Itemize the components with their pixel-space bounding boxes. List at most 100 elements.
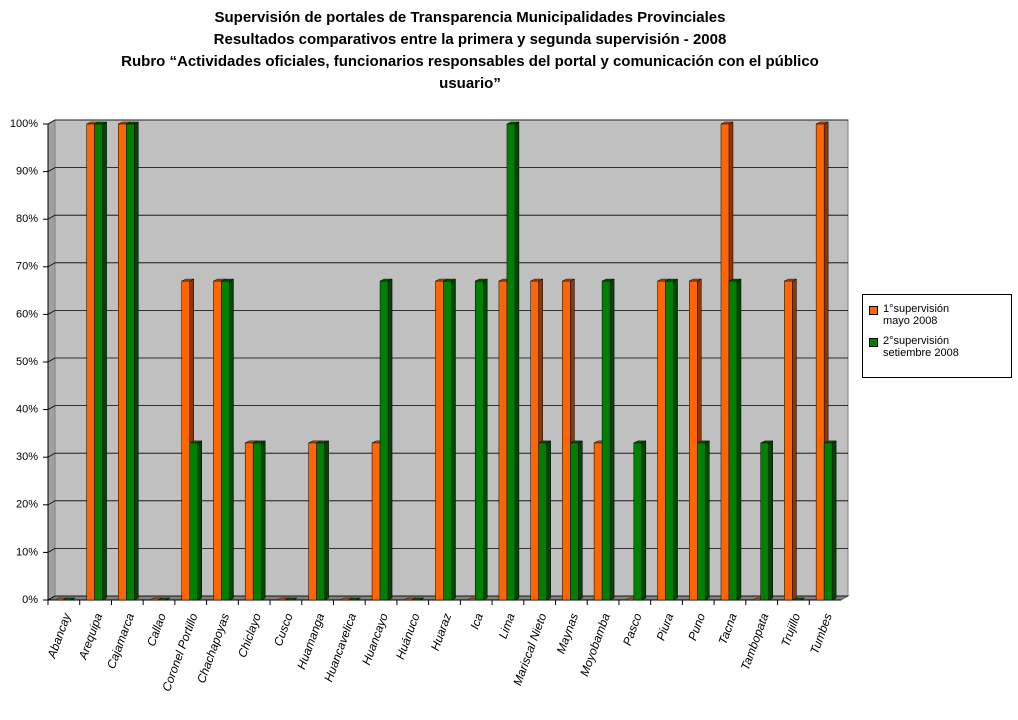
legend-swatch bbox=[869, 338, 878, 347]
bar bbox=[316, 442, 325, 601]
y-tick-label: 50% bbox=[16, 356, 38, 368]
bar bbox=[371, 442, 381, 601]
x-tick-label: Mariscal Nieto bbox=[510, 611, 549, 688]
bar bbox=[815, 123, 825, 601]
bar bbox=[221, 280, 230, 601]
x-tick-label: Huaraz bbox=[428, 611, 454, 652]
x-tick-label: Tumbes bbox=[807, 611, 835, 656]
bar bbox=[252, 442, 262, 601]
bar-top bbox=[284, 597, 298, 601]
bar bbox=[530, 280, 539, 601]
bar bbox=[435, 280, 444, 601]
x-tick-label: Chiclayo bbox=[235, 611, 264, 659]
chart-title: Supervisión de portales de Transparencia… bbox=[214, 9, 725, 26]
bar bbox=[697, 442, 706, 601]
bar bbox=[570, 442, 579, 601]
grid-line bbox=[47, 548, 848, 553]
bar-side bbox=[578, 440, 583, 601]
y-tick-label: 60% bbox=[16, 308, 38, 320]
bar-side bbox=[768, 440, 773, 601]
bar bbox=[562, 280, 571, 601]
chart-title: Resultados comparativos entre la primera… bbox=[214, 31, 727, 48]
legend-item: 1°supervisión mayo 2008 bbox=[869, 303, 1011, 327]
bar-side bbox=[792, 278, 797, 601]
y-tick-label: 70% bbox=[16, 261, 38, 273]
bar-side bbox=[197, 440, 202, 601]
bar bbox=[538, 442, 547, 601]
bar-top bbox=[348, 597, 361, 601]
x-tick-label: Abancay bbox=[44, 610, 74, 661]
x-tick-label: Cajamarca bbox=[104, 611, 137, 671]
bar bbox=[94, 123, 103, 601]
bar-side bbox=[482, 278, 488, 601]
bar-side bbox=[229, 278, 234, 601]
y-tick-label: 20% bbox=[16, 499, 38, 511]
chart-title: usuario” bbox=[439, 75, 501, 92]
x-tick-label: Puno bbox=[685, 611, 708, 642]
bar bbox=[720, 123, 730, 601]
bar-side bbox=[451, 278, 456, 601]
y-tick-label: 40% bbox=[16, 404, 38, 416]
bar bbox=[474, 280, 484, 601]
grid-line bbox=[47, 452, 848, 458]
bar-side bbox=[831, 440, 837, 601]
x-tick-label: Huancavelica bbox=[321, 611, 359, 684]
bar-side bbox=[673, 278, 678, 601]
bar bbox=[244, 442, 254, 601]
bar-side bbox=[736, 278, 742, 601]
bar-top bbox=[62, 597, 75, 601]
grid-line bbox=[47, 119, 848, 125]
bar bbox=[498, 280, 508, 601]
x-tick-label: Huancayo bbox=[359, 611, 391, 667]
bar-side bbox=[324, 440, 329, 601]
y-tick-label: 90% bbox=[16, 166, 38, 178]
bar bbox=[601, 280, 611, 601]
x-tick-label: Maynas bbox=[554, 611, 582, 655]
bar-top bbox=[157, 597, 171, 601]
bar-top bbox=[411, 597, 424, 601]
bar bbox=[308, 442, 317, 601]
grid-line bbox=[47, 309, 848, 315]
x-tick-label: Chachapoyas bbox=[194, 611, 232, 685]
bar bbox=[379, 280, 389, 601]
grid-line bbox=[47, 262, 848, 268]
x-tick-label: Arequipa bbox=[75, 611, 105, 662]
legend: 1°supervisión mayo 2008 2°supervisión set… bbox=[862, 294, 1012, 378]
x-tick-label: Tacna bbox=[716, 611, 740, 646]
y-tick-label: 30% bbox=[16, 451, 38, 463]
grid-line bbox=[47, 405, 848, 410]
x-tick-label: Huamanga bbox=[294, 611, 327, 671]
grid-line bbox=[47, 595, 848, 601]
x-tick-label: Huánuco bbox=[393, 611, 423, 661]
bar bbox=[181, 280, 190, 601]
bar-side bbox=[705, 440, 710, 601]
x-tick-label: Pasco bbox=[620, 611, 645, 647]
legend-item: 2°supervisión setiembre 2008 bbox=[869, 335, 1011, 359]
grid-line bbox=[47, 167, 848, 172]
bar-side bbox=[609, 278, 615, 601]
bar-side bbox=[387, 278, 393, 601]
bar bbox=[689, 280, 698, 601]
bar-side bbox=[260, 440, 266, 601]
bar bbox=[443, 280, 452, 601]
bar bbox=[784, 280, 793, 601]
bar-side bbox=[641, 440, 647, 601]
bar bbox=[665, 280, 674, 601]
bar bbox=[189, 442, 198, 601]
chart-title: Rubro “Actividades oficiales, funcionari… bbox=[121, 53, 819, 70]
grid-line bbox=[47, 500, 848, 506]
bar bbox=[760, 442, 769, 601]
legend-label: 2°supervisión setiembre 2008 bbox=[883, 335, 959, 359]
bar bbox=[633, 442, 643, 601]
bar-side bbox=[134, 121, 139, 601]
bar bbox=[126, 123, 135, 601]
bar-side bbox=[546, 440, 551, 601]
y-tick-label: 0% bbox=[22, 594, 38, 606]
y-tick-label: 80% bbox=[16, 213, 38, 225]
bar bbox=[213, 280, 222, 601]
legend-swatch bbox=[869, 306, 878, 315]
y-tick-label: 100% bbox=[10, 118, 38, 130]
legend-label: 1°supervisión mayo 2008 bbox=[883, 303, 950, 327]
